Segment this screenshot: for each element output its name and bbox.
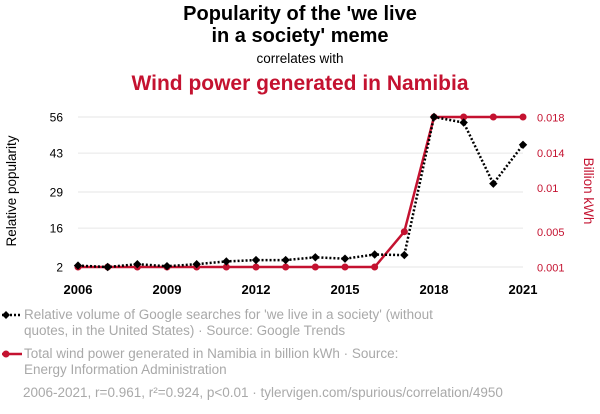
y-tick-right-label: 0.001	[537, 263, 565, 275]
data-point-meme	[311, 253, 320, 262]
x-tick-label: 2006	[64, 282, 93, 297]
y-tick-right-label: 0.018	[537, 113, 565, 125]
data-point-meme	[162, 261, 172, 271]
data-point-meme	[103, 262, 112, 272]
data-point-wind	[282, 263, 290, 271]
legend-label-wind: Total wind power generated in Namibia in…	[24, 346, 399, 377]
chart-title-line-1: Popularity of the 'we live	[183, 3, 417, 25]
data-point-wind	[460, 113, 468, 121]
data-point-meme	[222, 257, 231, 266]
legend-swatch-meme	[2, 311, 22, 319]
y-axis-left: 2 16 29 43 56	[50, 111, 64, 275]
data-point-meme	[489, 179, 498, 188]
x-axis: 2006 2009 2012 2015 2018 2021	[64, 282, 538, 297]
data-point-meme	[192, 260, 201, 269]
data-point-wind	[252, 263, 260, 271]
y-tick-right-label: 0.005	[537, 227, 565, 239]
data-point-meme	[133, 260, 142, 269]
y-tick-left-label: 2	[56, 261, 63, 275]
y-tick-left-label: 43	[50, 147, 64, 161]
data-point-meme	[518, 140, 528, 149]
legend-swatch-wind	[2, 350, 22, 358]
y-axis-right-label: Billion kWh	[581, 158, 596, 225]
x-tick-label: 2015	[331, 282, 360, 297]
y-axis-left-label: Relative popularity	[4, 135, 19, 246]
data-point-wind	[519, 113, 527, 121]
data-point-wind	[311, 263, 319, 271]
data-point-meme	[459, 118, 468, 127]
y-tick-right-label: 0.01	[537, 183, 558, 195]
y-axis-right: 0.001 0.005 0.01 0.014 0.018	[537, 113, 565, 275]
x-tick-label: 2021	[509, 282, 538, 297]
series-line-wind	[78, 115, 523, 269]
data-point-meme	[251, 255, 261, 265]
chart-title-2: Wind power generated in Namibia	[131, 72, 468, 95]
x-tick-label: 2009	[153, 282, 182, 297]
y-tick-right-label: 0.014	[537, 148, 565, 160]
data-point-meme	[73, 261, 83, 270]
data-point-wind	[341, 263, 349, 271]
y-tick-left-label: 29	[50, 186, 64, 200]
chart-subtitle: correlates with	[256, 51, 343, 66]
chart: Popularity of the 'we live in a society'…	[4, 3, 596, 297]
legend-label-meme: Relative volume of Google searches for '…	[24, 307, 433, 338]
data-point-wind	[371, 263, 379, 271]
footer-stats: 2006-2021, r=0.961, r²=0.924, p<0.01 · t…	[23, 385, 503, 400]
legend-item-wind: Total wind power generated in Namibia in…	[0, 346, 444, 378]
data-point-wind	[400, 228, 408, 236]
series-meme-popularity	[73, 112, 528, 272]
y-tick-left-label: 56	[50, 111, 64, 125]
legend-item-meme: Relative volume of Google searches for '…	[0, 307, 444, 339]
x-tick-label: 2018	[420, 282, 449, 297]
data-point-meme	[429, 112, 439, 122]
x-tick-label: 2012	[242, 282, 271, 297]
chart-title-line-2: in a society' meme	[211, 25, 388, 47]
data-point-wind	[489, 113, 497, 121]
grid-lines	[78, 116, 523, 268]
y-tick-left-label: 16	[50, 222, 64, 236]
data-point-wind	[222, 263, 230, 271]
data-point-meme	[281, 255, 290, 265]
data-point-meme	[400, 250, 409, 260]
data-point-meme	[340, 254, 350, 263]
data-point-meme	[370, 250, 379, 259]
